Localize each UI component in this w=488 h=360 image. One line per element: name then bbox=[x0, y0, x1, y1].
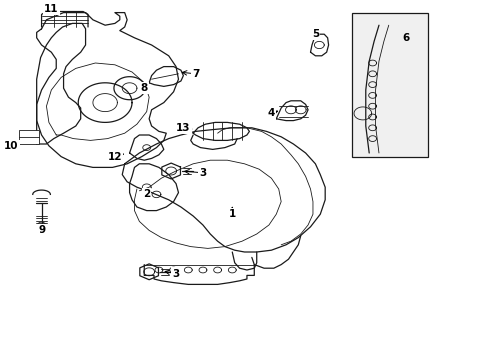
Bar bbox=[351, 13, 427, 157]
Text: 11: 11 bbox=[44, 4, 59, 14]
Text: 2: 2 bbox=[143, 189, 150, 199]
Text: 13: 13 bbox=[176, 123, 190, 133]
Text: 7: 7 bbox=[191, 69, 199, 79]
Text: 9: 9 bbox=[38, 225, 45, 235]
Text: 8: 8 bbox=[141, 83, 147, 93]
Text: 5: 5 bbox=[311, 29, 318, 39]
Text: 6: 6 bbox=[402, 33, 408, 43]
Text: 1: 1 bbox=[228, 209, 235, 219]
Text: 12: 12 bbox=[107, 152, 122, 162]
Bar bbox=[19, 130, 39, 144]
Text: 3: 3 bbox=[172, 269, 179, 279]
Text: 4: 4 bbox=[267, 108, 275, 118]
Text: 10: 10 bbox=[4, 141, 19, 151]
Text: 3: 3 bbox=[199, 168, 206, 178]
